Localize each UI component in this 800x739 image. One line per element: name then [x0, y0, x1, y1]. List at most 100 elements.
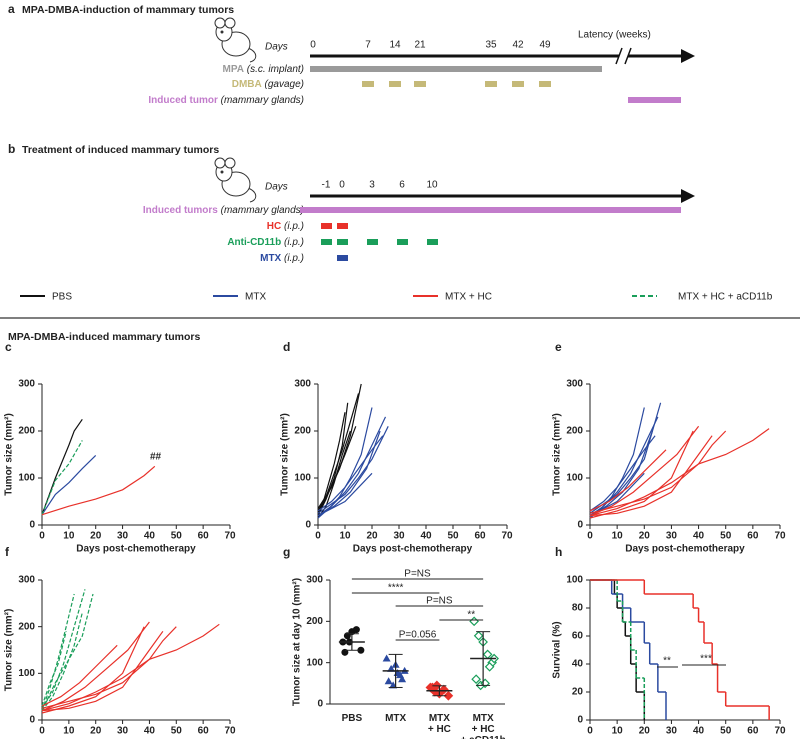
x-tick-label: 40	[420, 531, 432, 542]
x-axis-title: Days post-chemotherapy	[625, 544, 745, 555]
legend-label: PBS	[52, 292, 72, 303]
series-line	[41, 593, 94, 711]
x-axis-title: Days post-chemotherapy	[353, 544, 473, 555]
mouse-ear	[224, 157, 236, 169]
y-tick-label: 0	[577, 520, 583, 531]
schedule-dash	[337, 223, 348, 229]
x-tick-line: MTX	[385, 713, 406, 724]
schedule-bar	[628, 97, 681, 103]
panel-label: b	[8, 142, 15, 156]
row-label: MTX (i.p.)	[260, 253, 304, 264]
series-line	[317, 402, 349, 516]
day-label: 35	[485, 40, 497, 51]
x-tick-label: 50	[447, 531, 459, 542]
row-label: MPA (s.c. implant)	[223, 64, 305, 75]
panel-label: d	[283, 340, 290, 354]
x-tick-line: + aCD11b	[460, 735, 505, 739]
y-tick-label: 0	[29, 520, 35, 531]
mouse-eye	[220, 30, 224, 34]
panel-title: MPA-DMBA-induction of mammary tumors	[22, 4, 234, 16]
data-point	[382, 654, 391, 662]
schedule-dash	[362, 81, 374, 87]
significance: **	[663, 656, 671, 667]
x-tick-label: MTX	[385, 713, 406, 724]
series-line	[317, 426, 389, 514]
axis-break	[624, 47, 632, 65]
row-name: MPA	[223, 64, 244, 75]
row-label: DMBA (gavage)	[232, 79, 304, 90]
schedule-dash	[397, 239, 408, 245]
schedule-bar	[300, 207, 681, 213]
y-axis-title: Tumor size (mm²)	[4, 413, 15, 496]
x-tick-label: 20	[366, 531, 378, 542]
x-tick-label: 60	[747, 531, 759, 542]
panel-label: a	[8, 2, 15, 16]
y-axis-title: Survival (%)	[552, 621, 563, 678]
x-tick-label: 20	[639, 726, 651, 737]
row-name: Induced tumors	[143, 205, 218, 216]
row-name: MTX	[260, 253, 281, 264]
y-tick-label: 100	[566, 473, 583, 484]
x-tick-line: MTX	[473, 713, 494, 724]
annotation: ##	[150, 452, 162, 463]
series-line	[589, 425, 700, 517]
mouse-ear	[214, 17, 226, 29]
x-tick-label: 20	[639, 531, 651, 542]
x-tick-label: PBS	[342, 713, 363, 724]
series-line	[41, 593, 75, 711]
legend-label: MTX + HC	[445, 292, 492, 303]
panel-title: Treatment of induced mammary tumors	[22, 144, 219, 156]
row-note: (mammary glands)	[221, 95, 304, 106]
x-tick-label: 60	[747, 726, 759, 737]
series-line	[589, 430, 694, 519]
arrow-head	[681, 189, 695, 203]
y-tick-label: 200	[18, 621, 35, 632]
series-line	[589, 449, 667, 512]
day-label: 6	[399, 180, 405, 191]
data-point	[387, 664, 396, 672]
row-note: (mammary glands)	[221, 205, 304, 216]
mouse-ear	[224, 17, 236, 29]
x-tick-label: 30	[666, 726, 678, 737]
schedule-dash	[485, 81, 497, 87]
x-tick-label: 0	[39, 726, 45, 737]
panel-label: h	[555, 545, 562, 559]
legend-label: MTX + HC + aCD11b	[678, 292, 773, 303]
y-tick-label: 0	[29, 715, 35, 726]
row-note: (gavage)	[265, 79, 304, 90]
row-label: Anti-CD11b (i.p.)	[227, 237, 304, 248]
day-label: 14	[389, 40, 401, 51]
row-note: (i.p.)	[284, 221, 304, 232]
day-label: 10	[426, 180, 438, 191]
schedule-bar	[310, 66, 602, 72]
mouse-ear	[214, 157, 226, 169]
data-point	[484, 661, 495, 672]
x-tick-label: 20	[90, 531, 102, 542]
data-point	[398, 675, 407, 683]
x-tick-label: 0	[587, 726, 593, 737]
x-tick-line: PBS	[342, 713, 363, 724]
series-line	[589, 430, 727, 514]
series-line	[41, 630, 164, 712]
day-label: 0	[339, 180, 345, 191]
x-tick-label: 40	[693, 531, 705, 542]
x-axis-title: Days post-chemotherapy	[76, 544, 196, 555]
x-tick-label: 10	[63, 726, 75, 737]
x-tick-label: MTX + HC	[428, 713, 451, 735]
axis-break	[615, 47, 623, 65]
latency-label: Latency (weeks)	[578, 30, 651, 41]
day-label: 49	[539, 40, 551, 51]
x-tick-label: 50	[171, 531, 183, 542]
y-tick-label: 100	[306, 657, 323, 668]
y-tick-label: 0	[305, 520, 311, 531]
row-name: DMBA	[232, 79, 262, 90]
x-tick-label: 40	[144, 726, 156, 737]
row-label: Induced tumor (mammary glands)	[148, 95, 304, 106]
row-note: (s.c. implant)	[247, 64, 304, 75]
series-line	[41, 589, 86, 709]
data-point	[443, 690, 454, 701]
y-tick-label: 200	[566, 426, 583, 437]
data-point	[473, 630, 484, 641]
schedule-dash	[337, 239, 348, 245]
day-label: 0	[310, 40, 316, 51]
